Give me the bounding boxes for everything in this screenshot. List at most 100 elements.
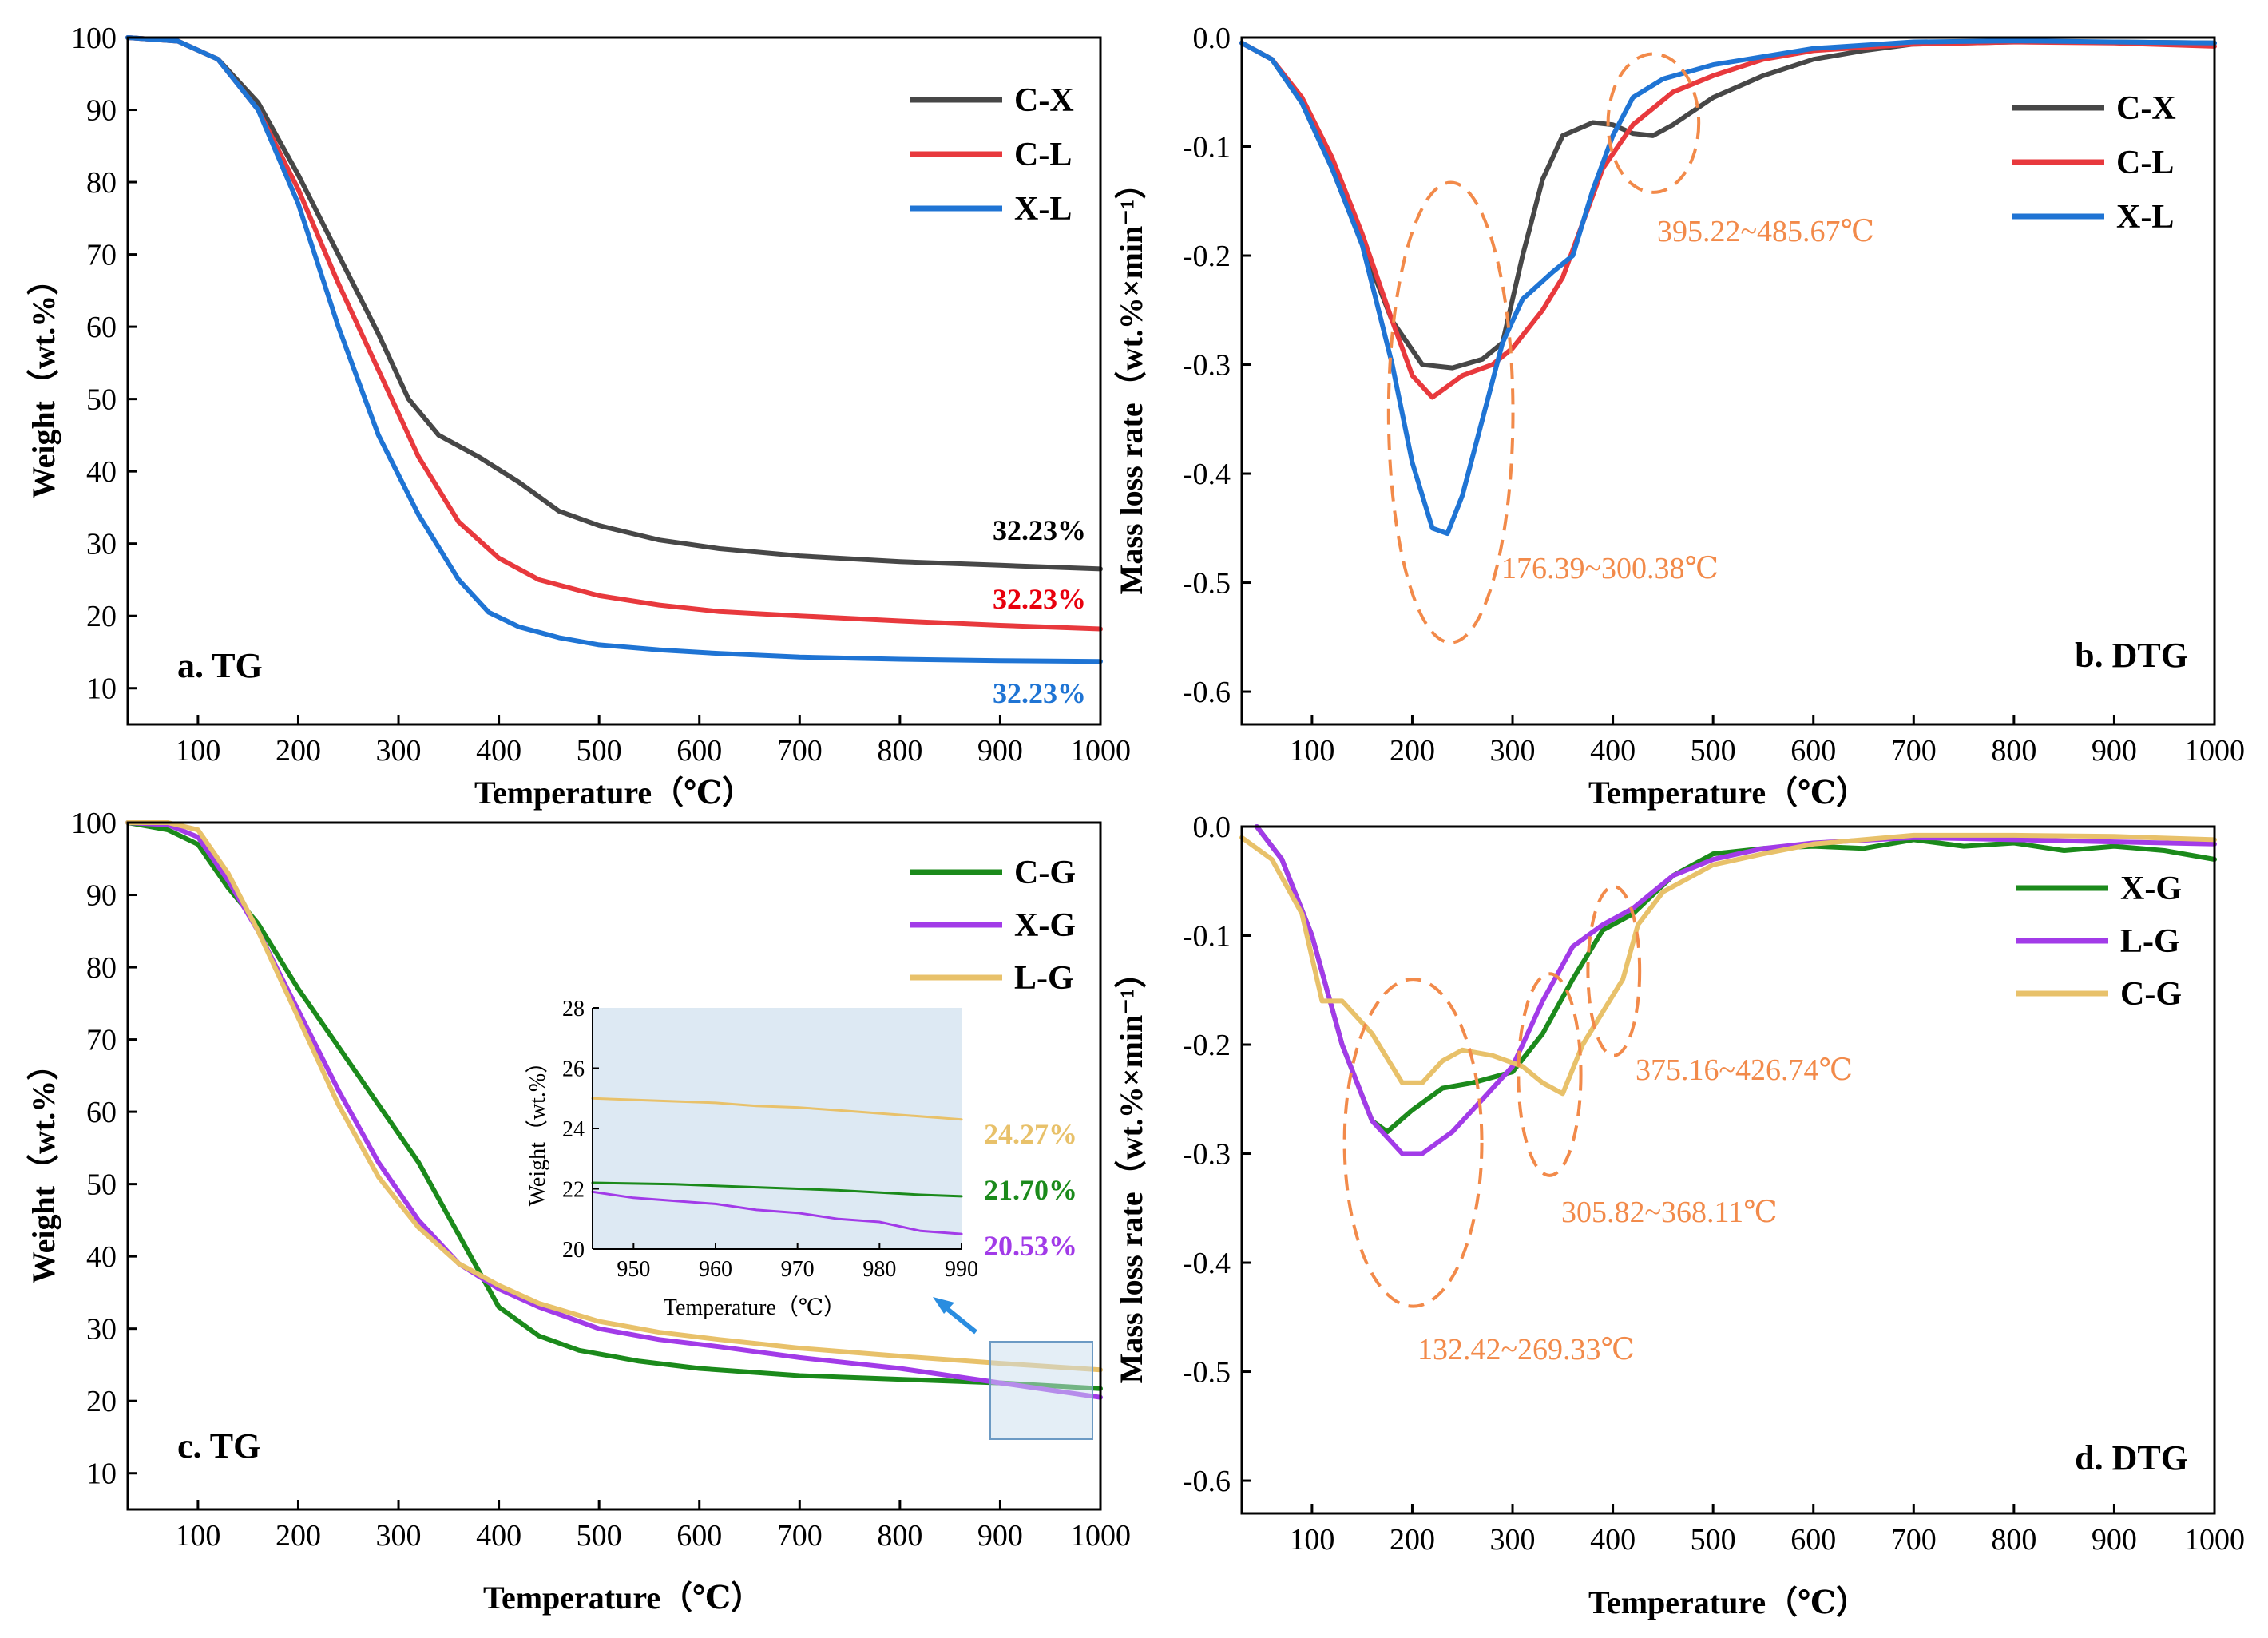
x-tick-label: 800 [1991, 734, 2036, 767]
x-tick-label: 100 [175, 1519, 220, 1553]
inset-y-tick-label: 22 [562, 1178, 585, 1203]
x-tick-label: 900 [977, 734, 1023, 767]
x-tick-label: 800 [877, 734, 922, 767]
x-tick-label: 300 [1490, 1523, 1536, 1557]
inset-background [593, 1008, 962, 1249]
inset-x-tick-label: 970 [781, 1257, 815, 1282]
series-line-C-X [1239, 39, 2217, 371]
x-tick-label: 500 [1691, 734, 1736, 767]
inset-x-tick-label: 950 [617, 1257, 650, 1282]
end-label: 32.23% [993, 583, 1086, 615]
legend-label: C-G [1014, 855, 1076, 891]
end-label: 24.27% [984, 1118, 1077, 1150]
panel-c-tg-chart: 100 200 300 400 500 600 700 800 900 1000 10 20 30 40 5… [26, 807, 1131, 1616]
y-tick-label: 50 [86, 1168, 117, 1202]
x-tick-label: 200 [276, 1519, 321, 1553]
x-tick-label: 300 [1490, 734, 1536, 767]
y-axis-title: Mass loss rate（wt.%×min⁻¹） [1113, 168, 1149, 595]
x-tick-label: 900 [977, 1519, 1023, 1553]
annotation-ellipse [1517, 972, 1583, 1177]
x-tick-label: 600 [1790, 1523, 1836, 1557]
legend-label: X-L [1014, 191, 1072, 228]
annotation-ellipse [1586, 885, 1642, 1057]
panel-a-tg-chart: 100 200 300 400 500 600 700 800 900 1000 10 20 30 40 5… [26, 22, 1131, 811]
panel-label: c. TG [177, 1426, 260, 1465]
x-axis-title: Temperature（℃） [474, 775, 754, 811]
y-tick-label: 90 [86, 879, 117, 913]
x-tick-label: 400 [1590, 1523, 1636, 1557]
x-tick-label: 1000 [2184, 1523, 2245, 1557]
legend-label: C-L [1014, 137, 1072, 173]
plot-frame [126, 36, 1102, 726]
x-tick-label: 700 [1891, 734, 1937, 767]
annotation-label: 176.39~300.38℃ [1501, 552, 1719, 585]
panel-label: d. DTG [2075, 1438, 2188, 1477]
inset-y-tick-label: 24 [562, 1117, 585, 1142]
series-line-X-L [1239, 38, 2217, 537]
inset-y-tick-label: 26 [562, 1057, 585, 1082]
legend-label: C-L [2116, 145, 2174, 181]
end-label: 32.23% [993, 677, 1086, 709]
y-tick-label: 20 [86, 600, 117, 633]
y-tick-label: -0.3 [1183, 349, 1231, 383]
zoom-arrow [933, 1297, 977, 1335]
y-tick-label: 50 [86, 383, 117, 417]
x-tick-label: 1000 [1070, 734, 1131, 767]
y-tick-label: 60 [86, 311, 117, 344]
x-tick-label: 400 [476, 1519, 521, 1553]
series-line-X-G [591, 1190, 963, 1235]
end-label: 21.70% [984, 1174, 1077, 1206]
plot-frame [126, 821, 1102, 1511]
y-tick-label: 30 [86, 1313, 117, 1346]
annotation-ellipse [1386, 180, 1515, 644]
series-line-L-G [1254, 824, 2217, 1156]
x-tick-label: 600 [676, 734, 722, 767]
y-tick-label: 90 [86, 94, 117, 128]
x-tick-label: 400 [476, 734, 521, 767]
x-axis-title: Temperature（℃） [1588, 1584, 1868, 1620]
y-axis-title: Weight（wt.%） [26, 1049, 61, 1283]
annotation-ellipse [1606, 52, 1701, 194]
series-line-C-X [125, 35, 1103, 572]
annotation-label: 132.42~269.33℃ [1418, 1333, 1635, 1366]
annotation-ellipse [1342, 978, 1484, 1308]
legend-label: L-G [1014, 960, 1074, 997]
inset-x-tick-label: 960 [699, 1257, 732, 1282]
y-tick-label: -0.3 [1183, 1138, 1231, 1172]
x-tick-label: 200 [1390, 734, 1435, 767]
y-tick-label: -0.4 [1183, 1247, 1231, 1280]
y-tick-label: -0.1 [1183, 920, 1231, 954]
x-tick-label: 100 [1289, 1523, 1334, 1557]
y-tick-label: -0.2 [1183, 1029, 1231, 1062]
inset-chart: 950 960 970 980 990 20 22 24 26 28 Temperature（℃）… [525, 997, 978, 1320]
y-tick-label: 10 [86, 672, 117, 706]
x-tick-label: 700 [777, 734, 823, 767]
legend-label: X-G [1014, 907, 1076, 944]
x-tick-label: 100 [1289, 734, 1334, 767]
x-tick-label: 200 [1390, 1523, 1435, 1557]
legend: C-X C-L X-L [2012, 90, 2176, 236]
x-axis-title: Temperature（℃） [483, 1580, 763, 1616]
x-tick-label: 900 [2092, 1523, 2137, 1557]
legend: C-X C-L X-L [910, 82, 1074, 228]
x-tick-label: 100 [175, 734, 220, 767]
legend-label: C-X [1014, 82, 1074, 119]
legend-label: X-G [2120, 871, 2182, 907]
inset-y-tick-label: 28 [562, 997, 585, 1021]
zoom-box [989, 1341, 1093, 1440]
y-tick-label: 70 [86, 239, 117, 272]
y-tick-label: -0.5 [1183, 1356, 1231, 1390]
x-tick-label: 1000 [1070, 1519, 1131, 1553]
panel-label: a. TG [177, 646, 263, 685]
y-tick-label: 70 [86, 1024, 117, 1057]
y-tick-label: 30 [86, 528, 117, 561]
x-tick-label: 300 [376, 734, 422, 767]
y-tick-label: -0.2 [1183, 240, 1231, 273]
y-tick-label: 40 [86, 1240, 117, 1274]
inset-y-axis-title: Weight（wt.%） [525, 1051, 550, 1207]
y-tick-label: -0.1 [1183, 131, 1231, 165]
x-tick-label: 300 [376, 1519, 422, 1553]
series-line-C-G [1239, 832, 2217, 1097]
y-tick-label: -0.6 [1183, 676, 1231, 709]
